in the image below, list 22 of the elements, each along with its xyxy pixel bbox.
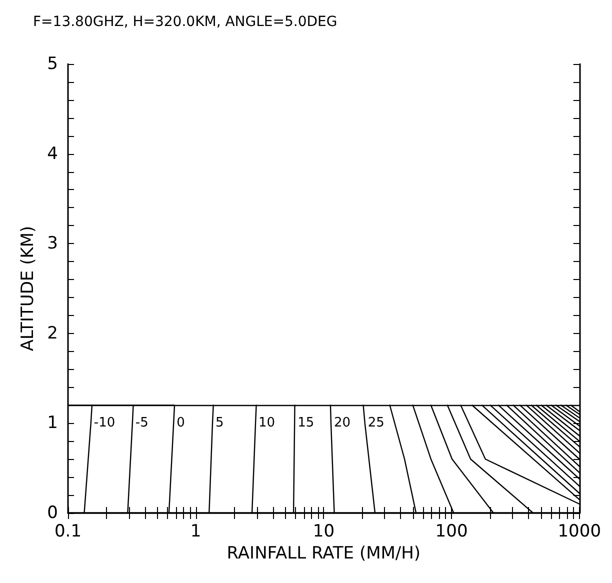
chart-title: F=13.80GHZ, H=320.0KM, ANGLE=5.0DEG xyxy=(33,14,338,30)
series-label: -10 xyxy=(94,416,116,431)
x-tick-label: 1 xyxy=(190,522,202,542)
y-tick-label: 2 xyxy=(47,323,58,344)
y-tick-label: 5 xyxy=(47,54,58,74)
series-label: 15 xyxy=(298,416,314,431)
series-label: 20 xyxy=(334,416,351,431)
series-label: -5 xyxy=(135,416,148,431)
series-label: 10 xyxy=(258,416,276,431)
series-label: 25 xyxy=(368,416,384,431)
x-axis-title: RAINFALL RATE (MM/H) xyxy=(226,543,421,564)
y-tick-label: 1 xyxy=(47,413,58,434)
series-label: 0 xyxy=(176,416,185,431)
x-tick-label: 100 xyxy=(435,522,468,542)
y-tick-label: 0 xyxy=(47,503,58,523)
series-label: 5 xyxy=(216,416,224,431)
y-tick-label: 3 xyxy=(47,234,58,254)
x-tick-label: 1000 xyxy=(558,522,601,542)
y-axis-title: ALTITUDE (KM) xyxy=(18,226,38,352)
y-tick-label: 4 xyxy=(47,144,58,164)
x-tick-label: 10 xyxy=(312,522,335,542)
x-tick-label: 0.1 xyxy=(54,522,82,542)
